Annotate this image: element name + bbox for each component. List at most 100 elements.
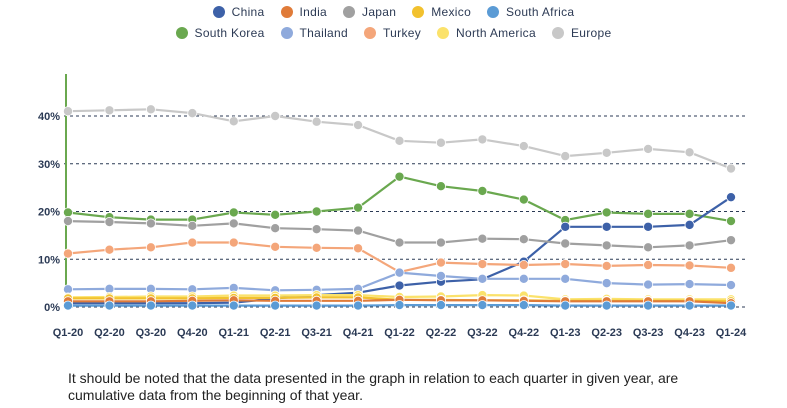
data-point-japan xyxy=(228,218,239,229)
data-point-europe xyxy=(726,163,737,174)
legend-label: Mexico xyxy=(431,5,472,19)
legend-row-1: China India Japan Mexico South Africa xyxy=(0,5,787,19)
data-point-europe xyxy=(228,116,239,127)
x-tick-label: Q3-21 xyxy=(301,327,332,339)
data-point-china xyxy=(601,221,612,232)
data-point-south-korea xyxy=(518,194,529,205)
y-tick-label: 20% xyxy=(38,207,60,219)
legend-marker-north-america xyxy=(437,27,450,39)
data-point-europe xyxy=(394,135,405,146)
series-china xyxy=(63,192,737,309)
data-point-south-africa xyxy=(394,300,405,311)
x-tick-label: Q2-21 xyxy=(260,327,291,339)
data-point-turkey xyxy=(477,259,488,270)
data-point-japan xyxy=(518,234,529,245)
legend-row-2: South Korea Thailand Turkey North America Eu… xyxy=(0,26,787,40)
y-tick-label: 0% xyxy=(44,302,60,314)
data-point-europe xyxy=(187,108,198,119)
legend-item-north-america: North America xyxy=(437,26,536,40)
data-point-japan xyxy=(187,220,198,231)
data-point-south-africa xyxy=(518,300,529,311)
data-point-europe xyxy=(518,141,529,152)
series-thailand xyxy=(63,267,737,296)
data-point-turkey xyxy=(560,259,571,270)
data-point-turkey xyxy=(187,237,198,248)
legend-label: Turkey xyxy=(382,26,422,40)
y-tick-label: 40% xyxy=(38,111,60,123)
data-point-europe xyxy=(63,106,74,117)
data-point-south-africa xyxy=(104,300,115,311)
legend-label: South Korea xyxy=(194,26,265,40)
x-tick-label: Q1-23 xyxy=(550,327,581,339)
data-point-europe xyxy=(643,143,654,154)
legend-item-japan: Japan xyxy=(343,5,396,19)
legend-label: Thailand xyxy=(299,26,348,40)
data-point-turkey xyxy=(228,237,239,248)
legend-marker-china xyxy=(212,6,225,18)
data-point-europe xyxy=(477,134,488,145)
data-point-japan xyxy=(270,223,281,234)
legend-item-thailand: Thailand xyxy=(280,26,348,40)
data-point-south-korea xyxy=(643,208,654,219)
data-point-south-africa xyxy=(228,300,239,311)
data-point-turkey xyxy=(435,257,446,268)
x-tick-label: Q4-20 xyxy=(177,327,208,339)
data-point-turkey xyxy=(270,241,281,252)
legend-marker-mexico xyxy=(412,6,425,18)
legend-marker-turkey xyxy=(363,27,376,39)
data-point-south-korea xyxy=(353,202,364,213)
data-point-thailand xyxy=(394,267,405,278)
x-tick-label: Q2-22 xyxy=(426,327,457,339)
data-point-turkey xyxy=(104,244,115,255)
data-point-south-korea xyxy=(394,171,405,182)
data-point-south-africa xyxy=(353,300,364,311)
data-point-thailand xyxy=(518,273,529,284)
x-tick-label: Q3-22 xyxy=(467,327,498,339)
data-point-turkey xyxy=(601,260,612,271)
x-tick-label: Q1-20 xyxy=(53,327,84,339)
data-point-turkey xyxy=(311,242,322,253)
data-point-south-africa xyxy=(601,300,612,311)
x-tick-label: Q1-21 xyxy=(218,327,249,339)
data-point-south-africa xyxy=(477,300,488,311)
data-point-south-korea xyxy=(311,206,322,217)
legend-item-europe: Europe xyxy=(551,26,612,40)
data-point-thailand xyxy=(477,273,488,284)
data-point-china xyxy=(684,219,695,230)
chart-legend: China India Japan Mexico South Africa South … xyxy=(0,0,787,50)
data-point-south-africa xyxy=(145,300,156,311)
series-south-korea xyxy=(63,171,737,227)
legend-label: Europe xyxy=(570,26,612,40)
data-point-japan xyxy=(643,242,654,253)
x-tick-label: Q4-21 xyxy=(343,327,374,339)
legend-label: India xyxy=(299,5,328,19)
data-point-turkey xyxy=(518,259,529,270)
data-point-south-africa xyxy=(187,300,198,311)
data-point-south-africa xyxy=(684,300,695,311)
series-japan xyxy=(63,216,737,253)
legend-label: Japan xyxy=(362,5,397,19)
data-point-japan xyxy=(145,218,156,229)
data-point-south-africa xyxy=(270,300,281,311)
data-point-south-africa xyxy=(311,300,322,311)
data-point-china xyxy=(394,280,405,291)
series-europe xyxy=(63,104,737,174)
data-point-turkey xyxy=(63,248,74,259)
data-point-turkey xyxy=(145,242,156,253)
legend-marker-japan xyxy=(343,6,356,18)
x-tick-label: Q3-23 xyxy=(633,327,664,339)
data-point-south-africa xyxy=(560,300,571,311)
data-point-south-korea xyxy=(601,207,612,218)
data-point-turkey xyxy=(684,260,695,271)
data-point-europe xyxy=(311,116,322,127)
data-point-thailand xyxy=(726,280,737,291)
data-point-japan xyxy=(477,233,488,244)
data-point-japan xyxy=(63,216,74,227)
data-point-turkey xyxy=(643,259,654,270)
data-point-japan xyxy=(353,225,364,236)
data-point-europe xyxy=(104,105,115,116)
legend-item-south-korea: South Korea xyxy=(175,26,265,40)
legend-item-india: India xyxy=(280,5,328,19)
data-point-turkey xyxy=(726,262,737,273)
data-point-japan xyxy=(435,237,446,248)
